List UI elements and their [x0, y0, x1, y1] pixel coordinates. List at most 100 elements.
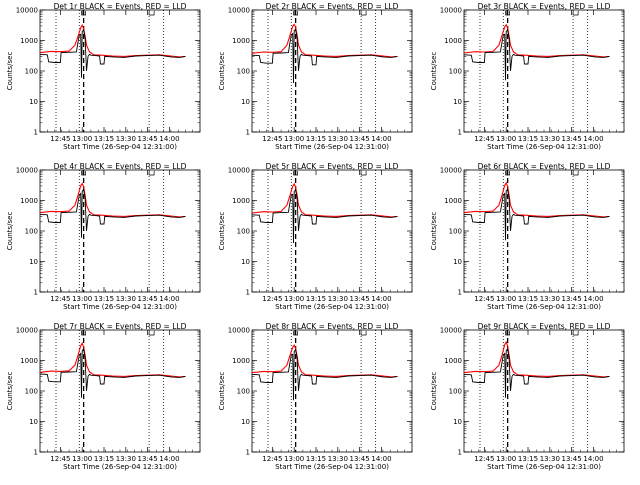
- subplot-9: Det 9r BLACK = Events, RED = LLD 1 10 100 10…: [430, 322, 625, 471]
- attenuator-marker: [572, 171, 579, 176]
- y-tick-label: 10: [29, 258, 38, 266]
- attenuator-marker: [572, 331, 579, 336]
- subplot-2: Det 2r BLACK = Events, RED = LLD 1 10 100 10…: [218, 2, 413, 151]
- y-tick-label: 10000: [440, 7, 462, 15]
- plot-frame: [251, 169, 413, 293]
- attenuator-marker: [293, 331, 298, 336]
- subplot-title: Det 3r BLACK = Events, RED = LLD: [478, 2, 611, 11]
- y-tick-label: 1: [34, 449, 38, 457]
- y-tick-label: 1000: [444, 197, 462, 205]
- attenuator-marker: [360, 331, 367, 336]
- attenuator-marker: [81, 331, 86, 336]
- x-tick-label: 13:30: [540, 135, 560, 143]
- subplot-5: Det 5r BLACK = Events, RED = LLD 1 10 100 10…: [218, 162, 413, 311]
- y-tick-label: 100: [25, 228, 38, 236]
- x-tick-label: 14:00: [583, 455, 603, 463]
- x-tick-label: 14:00: [159, 295, 179, 303]
- y-tick-label: 10: [241, 258, 250, 266]
- y-tick-label: 100: [449, 388, 462, 396]
- x-tick-label: 13:45: [138, 295, 158, 303]
- y-tick-label: 100: [25, 68, 38, 76]
- x-axis-label: Start Time (26-Sep-04 12:31:00): [63, 303, 177, 311]
- y-tick-label: 10: [29, 98, 38, 106]
- x-tick-label: 12:45: [50, 135, 70, 143]
- x-tick-label: 13:15: [518, 135, 538, 143]
- x-axis-label: Start Time (26-Sep-04 12:31:00): [275, 303, 389, 311]
- plot-frame: [39, 329, 201, 453]
- events-series-line: [463, 29, 610, 81]
- subplot-8: Det 8r BLACK = Events, RED = LLD 1 10 100 10…: [218, 322, 413, 471]
- x-tick-label: 13:00: [284, 295, 304, 303]
- attenuator-marker: [360, 171, 367, 176]
- subplot-title: Det 8r BLACK = Events, RED = LLD: [266, 322, 399, 331]
- y-tick-label: 10000: [228, 327, 250, 335]
- y-axis-label: Counts/sec: [430, 52, 438, 91]
- x-tick-label: 13:45: [350, 455, 370, 463]
- y-tick-label: 100: [237, 68, 250, 76]
- subplot-title: Det 5r BLACK = Events, RED = LLD: [266, 162, 399, 171]
- x-tick-label: 13:15: [94, 135, 114, 143]
- lld-series-line: [463, 340, 610, 378]
- x-tick-label: 13:00: [496, 135, 516, 143]
- y-tick-label: 10000: [440, 327, 462, 335]
- subplot-3: Det 3r BLACK = Events, RED = LLD 1 10 100 10…: [430, 2, 625, 151]
- y-tick-label: 10000: [16, 7, 38, 15]
- x-tick-label: 13:30: [328, 455, 348, 463]
- x-tick-label: 14:00: [371, 135, 391, 143]
- y-axis-label: Counts/sec: [218, 212, 226, 251]
- events-series-line: [251, 349, 398, 401]
- events-series-line: [39, 29, 186, 78]
- plot-frame: [463, 329, 625, 453]
- y-tick-label: 100: [237, 388, 250, 396]
- y-tick-label: 100: [25, 388, 38, 396]
- x-tick-label: 13:15: [306, 295, 326, 303]
- x-tick-label: 13:30: [540, 455, 560, 463]
- y-tick-label: 1000: [232, 357, 250, 365]
- y-tick-label: 100: [449, 228, 462, 236]
- x-tick-label: 13:15: [518, 455, 538, 463]
- attenuator-marker: [360, 11, 367, 16]
- attenuator-marker: [81, 11, 86, 16]
- y-axis-label: Counts/sec: [430, 372, 438, 411]
- x-axis-label: Start Time (26-Sep-04 12:31:00): [487, 143, 601, 151]
- x-axis-label: Start Time (26-Sep-04 12:31:00): [487, 463, 601, 471]
- subplot-title: Det 7r BLACK = Events, RED = LLD: [54, 322, 187, 331]
- y-tick-label: 1000: [20, 197, 38, 205]
- y-tick-label: 1000: [232, 37, 250, 45]
- x-tick-label: 13:45: [350, 295, 370, 303]
- x-tick-label: 12:45: [474, 455, 494, 463]
- x-tick-label: 13:00: [496, 455, 516, 463]
- plot-frame: [39, 169, 201, 293]
- x-tick-label: 14:00: [159, 135, 179, 143]
- y-tick-label: 100: [449, 68, 462, 76]
- y-tick-label: 10000: [16, 327, 38, 335]
- x-tick-label: 13:45: [138, 455, 158, 463]
- events-series-line: [251, 28, 398, 84]
- y-tick-label: 10000: [228, 7, 250, 15]
- y-tick-label: 100: [237, 228, 250, 236]
- y-tick-label: 10000: [16, 167, 38, 175]
- y-tick-label: 10: [241, 418, 250, 426]
- x-tick-label: 13:15: [306, 135, 326, 143]
- y-tick-label: 10000: [440, 167, 462, 175]
- y-tick-label: 1: [34, 289, 38, 297]
- x-tick-label: 13:15: [518, 295, 538, 303]
- subplot-title: Det 2r BLACK = Events, RED = LLD: [266, 2, 399, 11]
- x-tick-label: 13:30: [540, 295, 560, 303]
- subplot-title: Det 4r BLACK = Events, RED = LLD: [54, 162, 187, 171]
- x-tick-label: 13:00: [72, 455, 92, 463]
- y-tick-label: 1000: [232, 197, 250, 205]
- y-tick-label: 10000: [228, 167, 250, 175]
- subplot-1: Det 1r BLACK = Events, RED = LLD 1 10 100 10…: [6, 2, 201, 151]
- events-series-line: [251, 189, 398, 244]
- x-tick-label: 12:45: [50, 295, 70, 303]
- x-tick-label: 13:00: [72, 135, 92, 143]
- subplot-7: Det 7r BLACK = Events, RED = LLD 1 10 100 10…: [6, 322, 201, 471]
- attenuator-marker: [505, 171, 510, 176]
- y-tick-label: 1: [246, 289, 250, 297]
- x-tick-label: 13:00: [496, 295, 516, 303]
- attenuator-marker: [81, 171, 86, 176]
- x-tick-label: 13:30: [116, 135, 136, 143]
- y-tick-label: 1: [458, 449, 462, 457]
- attenuator-marker: [293, 11, 298, 16]
